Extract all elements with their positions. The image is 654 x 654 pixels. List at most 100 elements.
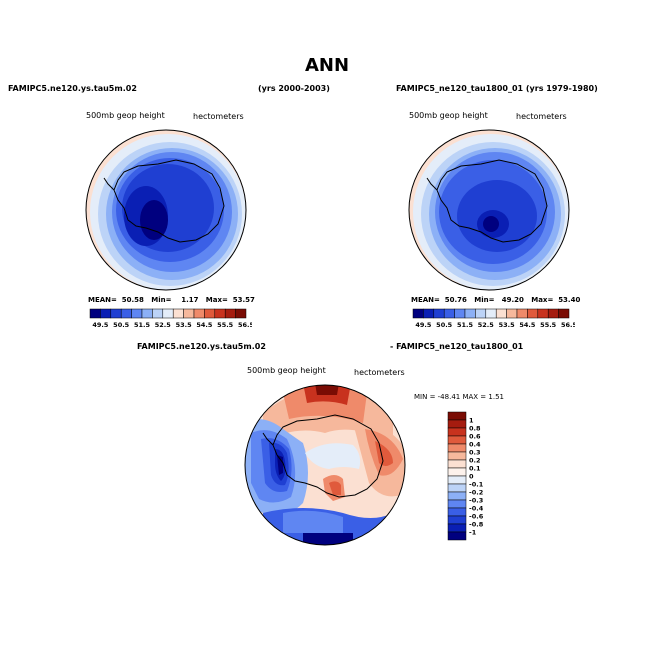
field-label-diff: 500mb geop height — [247, 366, 326, 375]
colorbar-diff-tick-label: -0.3 — [469, 496, 483, 504]
diff-case-b: - FAMIPC5_ne120_tau1800_01 — [390, 342, 524, 351]
colorbar-left-swatch — [131, 308, 143, 319]
colorbar-left-swatch — [152, 308, 164, 319]
colorbar-diff-tick-label: 0.3 — [469, 448, 481, 456]
polar-map-right — [408, 129, 570, 291]
colorbar-diff-swatch — [447, 475, 467, 485]
colorbar-diff-swatch — [447, 483, 467, 493]
units-label-diff: hectometers — [354, 368, 405, 377]
diff-case-a: FAMIPC5.ne120.ys.tau5m.02 — [137, 342, 266, 351]
colorbar-right-tick-label: 49.5 — [415, 321, 432, 329]
colorbar-left-swatch — [162, 308, 174, 319]
field-label-left: 500mb geop height — [86, 111, 165, 120]
colorbar-right-swatch — [464, 308, 476, 319]
figure-title: ANN — [304, 55, 350, 76]
colorbar-left: 49.5 50.5 51.5 52.5 53.5 54.5 55.5 56.5 — [89, 308, 252, 329]
colorbar-right-tick-label: 52.5 — [478, 321, 495, 329]
antarctica-coastline-left — [113, 159, 225, 243]
years-left: (yrs 2000-2003) — [258, 84, 330, 93]
colorbar-diff-swatch — [447, 459, 467, 469]
max-value-right: 53.40 — [558, 296, 581, 304]
colorbar-diff-tick-label: 0.2 — [469, 456, 481, 464]
colorbar-right-swatch — [516, 308, 528, 319]
colorbar-left-tick-label: 51.5 — [134, 321, 151, 329]
stats-right: MEAN= 50.76 Min= 49.20 Max= 53.40 — [411, 296, 580, 304]
colorbar-diff-swatch — [447, 451, 467, 461]
colorbar-diff: 10.80.60.40.30.20.10-0.1-0.2-0.3-0.4-0.6… — [447, 411, 484, 541]
antarctica-coastline-diff — [272, 414, 384, 498]
colorbar-diff-tick-label: -0.6 — [469, 512, 484, 520]
map-border-left — [85, 129, 247, 291]
antarctica-coastline-right — [436, 159, 548, 243]
colorbar-right-swatch — [558, 308, 570, 319]
colorbar-diff-tick-label: -0.1 — [469, 480, 484, 488]
map-border-diff — [244, 384, 406, 546]
colorbar-left-swatch — [204, 308, 216, 319]
colorbar-diff-tick-label: 1 — [469, 416, 474, 424]
colorbar-right-swatch — [443, 308, 455, 319]
colorbar-right-tick-label: 53.5 — [499, 321, 516, 329]
colorbar-left-tick-label: 49.5 — [92, 321, 109, 329]
colorbar-left-swatch — [141, 308, 153, 319]
colorbar-right-swatch — [547, 308, 559, 319]
colorbar-diff-tick-label: 0.6 — [469, 432, 481, 440]
colorbar-left-tick-label: 50.5 — [113, 321, 130, 329]
case-name-right: FAMIPC5_ne120_tau1800_01 (yrs 1979-1980) — [396, 84, 598, 93]
min-value-left: 1.17 — [181, 296, 199, 304]
colorbar-left-swatch — [172, 308, 184, 319]
field-label-right: 500mb geop height — [409, 111, 488, 120]
colorbar-left-swatch — [214, 308, 226, 319]
colorbar-left-swatch — [224, 308, 236, 319]
units-label-right: hectometers — [516, 112, 567, 121]
colorbar-right-swatch — [412, 308, 424, 319]
colorbar-right-swatch — [475, 308, 487, 319]
mean-value-right: 50.76 — [444, 296, 467, 304]
colorbar-diff-tick-label: -0.8 — [469, 520, 484, 528]
colorbar-left-tick-label: 55.5 — [217, 321, 234, 329]
max-label-right: Max= — [531, 296, 554, 304]
min-label-right: Min= — [474, 296, 495, 304]
colorbar-diff-tick-label: -1 — [469, 528, 477, 536]
colorbar-diff-swatch — [447, 467, 467, 477]
colorbar-left-swatch — [183, 308, 195, 319]
colorbar-diff-swatch — [447, 435, 467, 445]
colorbar-right-swatch — [537, 308, 549, 319]
colorbar-right-tick-label: 50.5 — [436, 321, 453, 329]
colorbar-left-swatch — [235, 308, 247, 319]
colorbar-right-tick-label: 55.5 — [540, 321, 557, 329]
colorbar-diff-swatch — [447, 419, 467, 429]
stats-left: MEAN= 50.58 Min= 1.17 Max= 53.57 — [88, 296, 255, 304]
colorbar-diff-swatch — [447, 523, 467, 533]
colorbar-right-swatch — [495, 308, 507, 319]
colorbar-diff-tick-label: 0 — [469, 472, 474, 480]
colorbar-right-tick-label: 54.5 — [519, 321, 536, 329]
polar-map-diff — [244, 384, 406, 546]
colorbar-left-tick-label: 56.5 — [238, 321, 252, 329]
colorbar-diff-tick-label: -0.4 — [469, 504, 484, 512]
colorbar-diff-swatch — [447, 427, 467, 437]
colorbar-right-tick-label: 51.5 — [457, 321, 474, 329]
min-label-left: Min= — [151, 296, 172, 304]
case-name-left: FAMIPC5.ne120.ys.tau5m.02 — [8, 84, 137, 93]
colorbar-diff-tick-label: -0.2 — [469, 488, 483, 496]
colorbar-diff-swatch — [447, 507, 467, 517]
colorbar-right-swatch — [506, 308, 518, 319]
colorbar-diff-swatch — [447, 499, 467, 509]
colorbar-left-swatch — [100, 308, 112, 319]
colorbar-diff-tick-label: 0.4 — [469, 440, 481, 448]
diff-minmax: MIN = -48.41 MAX = 1.51 — [414, 393, 504, 401]
map-border-right — [408, 129, 570, 291]
colorbar-left-swatch — [89, 308, 101, 319]
colorbar-right: 49.5 50.5 51.5 52.5 53.5 54.5 55.5 56.5 — [412, 308, 575, 329]
mean-value-left: 50.58 — [121, 296, 144, 304]
colorbar-diff-swatch — [447, 411, 467, 421]
colorbar-diff-swatch — [447, 515, 467, 525]
colorbar-left-swatch — [120, 308, 132, 319]
max-value-left: 53.57 — [232, 296, 255, 304]
colorbar-diff-swatch — [447, 531, 467, 541]
colorbar-right-tick-label: 56.5 — [561, 321, 575, 329]
min-value-right: 49.20 — [501, 296, 524, 304]
colorbar-diff-tick-label: 0.8 — [469, 424, 481, 432]
colorbar-right-swatch — [423, 308, 435, 319]
colorbar-right-swatch — [527, 308, 539, 319]
